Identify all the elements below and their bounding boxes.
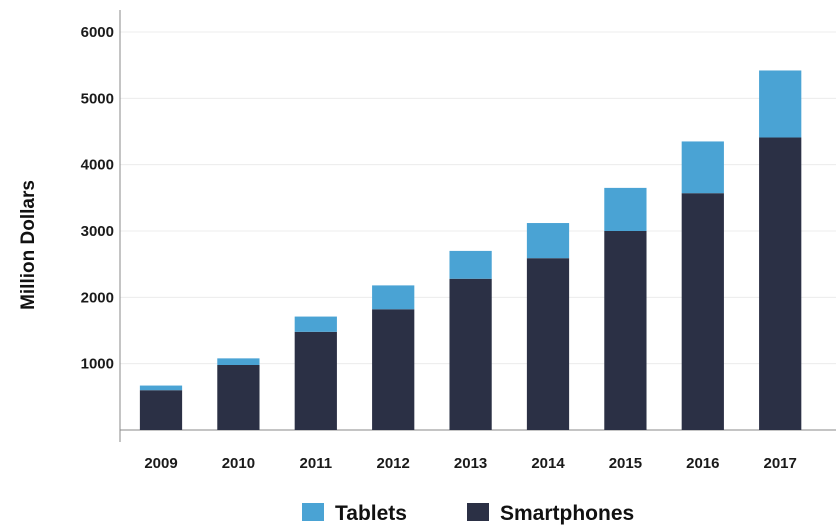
x-tick-label: 2014 bbox=[531, 455, 565, 472]
bar-tablets-2009 bbox=[139, 385, 183, 391]
bar-smartphones-2011 bbox=[294, 331, 337, 430]
bar-tablets-2014 bbox=[526, 223, 570, 259]
legend-label-smartphones: Smartphones bbox=[500, 502, 634, 525]
x-tick-label: 2016 bbox=[686, 455, 719, 472]
bar-tablets-2017 bbox=[759, 70, 802, 138]
y-tick-label: 6000 bbox=[81, 24, 114, 41]
legend-label-tablets: Tablets bbox=[335, 502, 407, 525]
bar-smartphones-2010 bbox=[217, 364, 260, 430]
x-tick-label: 2012 bbox=[377, 455, 410, 472]
x-tick-label: 2015 bbox=[609, 455, 642, 472]
y-tick-label: 3000 bbox=[81, 223, 114, 240]
x-tick-labels: 2009 2010 2011 2012 2013 2014 2015 2016 2017 bbox=[144, 455, 797, 472]
bar-tablets-2010 bbox=[217, 358, 260, 365]
bar-smartphones-2009 bbox=[139, 390, 183, 430]
bar-smartphones-2012 bbox=[372, 309, 415, 430]
x-tick-label: 2017 bbox=[764, 455, 797, 472]
x-tick-label: 2010 bbox=[222, 455, 255, 472]
bar-smartphones-2017 bbox=[759, 137, 802, 430]
bar-tablets-2015 bbox=[604, 187, 647, 231]
y-tick-label: 5000 bbox=[81, 90, 114, 107]
y-tick-label: 2000 bbox=[81, 289, 114, 306]
y-tick-label: 4000 bbox=[81, 157, 114, 174]
y-tick-labels: 1000 2000 3000 4000 5000 6000 bbox=[81, 24, 114, 373]
bar-smartphones-2015 bbox=[604, 231, 647, 430]
bar-smartphones-2016 bbox=[681, 193, 724, 430]
x-tick-label: 2013 bbox=[454, 455, 487, 472]
legend-swatch-smartphones bbox=[467, 503, 489, 521]
bar-tablets-2013 bbox=[449, 250, 492, 279]
y-axis-label: Million Dollars bbox=[18, 180, 39, 310]
bar-tablets-2016 bbox=[681, 141, 724, 194]
legend: Tablets Smartphones bbox=[302, 502, 634, 525]
bars bbox=[139, 70, 802, 430]
x-tick-label: 2009 bbox=[144, 455, 177, 472]
legend-swatch-tablets bbox=[302, 503, 324, 521]
bar-tablets-2012 bbox=[372, 285, 415, 310]
y-tick-label: 1000 bbox=[81, 356, 114, 373]
bar-tablets-2011 bbox=[294, 316, 337, 332]
x-tick-label: 2011 bbox=[300, 455, 333, 472]
bar-smartphones-2013 bbox=[449, 278, 492, 430]
bar-smartphones-2014 bbox=[526, 258, 570, 430]
